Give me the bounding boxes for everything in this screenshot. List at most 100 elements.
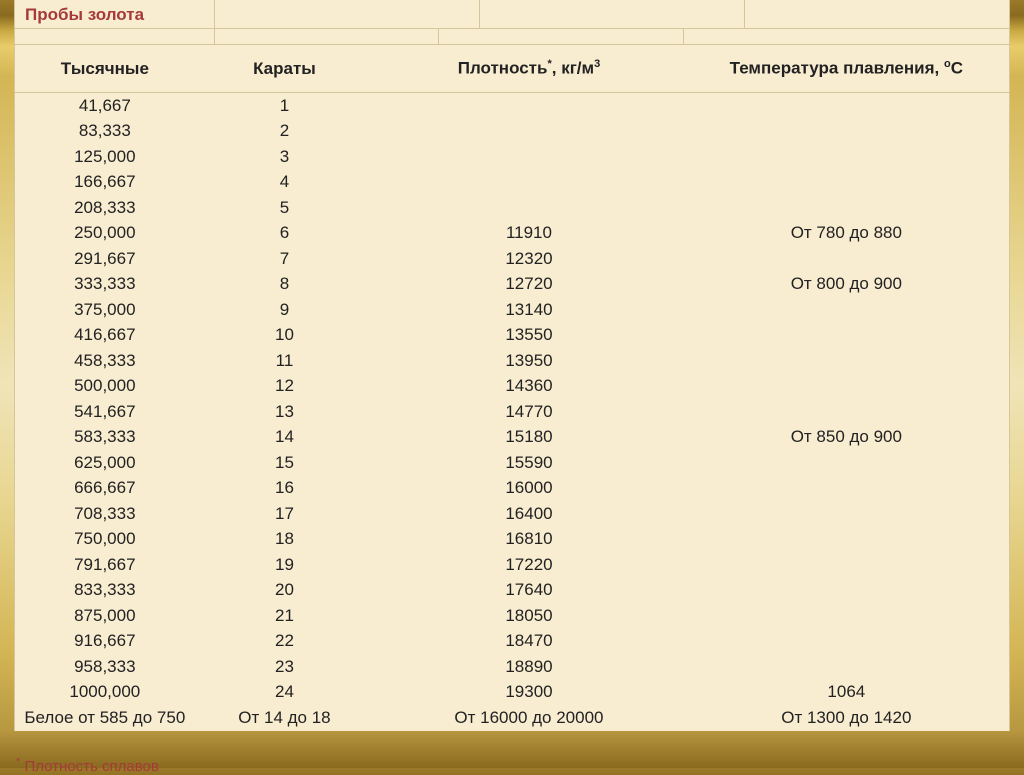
empty-cell <box>215 0 480 28</box>
cell-thousandths: 333,333 <box>15 273 195 295</box>
cell-melting: От 800 до 900 <box>684 273 1009 295</box>
col-header-density: Плотность*, кг/м3 <box>374 52 683 85</box>
cell-carats: 23 <box>195 656 375 678</box>
cell-density: 16810 <box>374 528 683 550</box>
table-row: 250,000611910От 780 до 880 <box>15 221 1009 247</box>
cell-density: 14360 <box>374 375 683 397</box>
cell-thousandths: 625,000 <box>15 452 195 474</box>
cell-melting <box>684 564 1009 566</box>
table-row: 208,3335 <box>15 195 1009 221</box>
table-row: 375,000913140 <box>15 297 1009 323</box>
table-row: 916,6672218470 <box>15 629 1009 655</box>
cell-density: 11910 <box>374 222 683 244</box>
cell-density: 13950 <box>374 350 683 372</box>
cell-melting <box>684 640 1009 642</box>
cell-carats: 7 <box>195 248 375 270</box>
cell-melting: От 1300 до 1420 <box>684 707 1009 729</box>
cell-melting <box>684 105 1009 107</box>
table-row: 666,6671616000 <box>15 476 1009 502</box>
cell-density: 15180 <box>374 426 683 448</box>
table-row: 333,333812720От 800 до 900 <box>15 272 1009 298</box>
cell-melting <box>684 462 1009 464</box>
cell-thousandths: 541,667 <box>15 401 195 423</box>
table-row: 416,6671013550 <box>15 323 1009 349</box>
table-row: 291,667712320 <box>15 246 1009 272</box>
cell-melting <box>684 666 1009 668</box>
cell-density: 18470 <box>374 630 683 652</box>
cell-carats: От 14 до 18 <box>195 707 375 729</box>
cell-carats: 21 <box>195 605 375 627</box>
footnote: * Плотность сплавов <box>16 756 159 775</box>
cell-thousandths: 500,000 <box>15 375 195 397</box>
table-row: Белое от 585 до 750От 14 до 18От 16000 д… <box>15 705 1009 731</box>
cell-density: 12720 <box>374 273 683 295</box>
cell-thousandths: 708,333 <box>15 503 195 525</box>
cell-carats: 12 <box>195 375 375 397</box>
cell-thousandths: 666,667 <box>15 477 195 499</box>
cell-carats: 5 <box>195 197 375 219</box>
cell-density: 19300 <box>374 681 683 703</box>
cell-thousandths: Белое от 585 до 750 <box>15 707 195 729</box>
table-row: 958,3332318890 <box>15 654 1009 680</box>
cell-thousandths: 416,667 <box>15 324 195 346</box>
empty-cell <box>480 0 745 28</box>
cell-melting <box>684 207 1009 209</box>
empty-cell <box>439 29 684 44</box>
cell-carats: 15 <box>195 452 375 474</box>
cell-carats: 14 <box>195 426 375 448</box>
cell-thousandths: 41,667 <box>15 95 195 117</box>
band-row <box>15 29 1009 45</box>
cell-thousandths: 875,000 <box>15 605 195 627</box>
table-row: 83,3332 <box>15 119 1009 145</box>
cell-density <box>374 207 683 209</box>
cell-thousandths: 166,667 <box>15 171 195 193</box>
cell-thousandths: 458,333 <box>15 350 195 372</box>
cell-density: 15590 <box>374 452 683 474</box>
cell-thousandths: 125,000 <box>15 146 195 168</box>
cell-thousandths: 750,000 <box>15 528 195 550</box>
table-row: 875,0002118050 <box>15 603 1009 629</box>
table-row: 791,6671917220 <box>15 552 1009 578</box>
cell-thousandths: 583,333 <box>15 426 195 448</box>
cell-density: 17640 <box>374 579 683 601</box>
table-row: 500,0001214360 <box>15 374 1009 400</box>
table-row: 166,6674 <box>15 170 1009 196</box>
cell-carats: 19 <box>195 554 375 576</box>
cell-thousandths: 958,333 <box>15 656 195 678</box>
cell-density: 14770 <box>374 401 683 423</box>
cell-carats: 20 <box>195 579 375 601</box>
header-row: Тысячные Караты Плотность*, кг/м3 Темпер… <box>15 45 1009 93</box>
cell-thousandths: 250,000 <box>15 222 195 244</box>
cell-melting <box>684 334 1009 336</box>
cell-carats: 13 <box>195 401 375 423</box>
cell-melting <box>684 309 1009 311</box>
cell-carats: 18 <box>195 528 375 550</box>
empty-cell <box>745 0 1009 28</box>
table-title: Пробы золота <box>15 0 215 28</box>
cell-carats: 17 <box>195 503 375 525</box>
cell-carats: 11 <box>195 350 375 372</box>
cell-melting <box>684 130 1009 132</box>
cell-thousandths: 916,667 <box>15 630 195 652</box>
cell-density <box>374 181 683 183</box>
gold-samples-table: Пробы золота Тысячные Караты Плотность*,… <box>14 0 1010 731</box>
cell-density: 18050 <box>374 605 683 627</box>
table-row: 458,3331113950 <box>15 348 1009 374</box>
table-row: 708,3331716400 <box>15 501 1009 527</box>
empty-cell <box>215 29 440 44</box>
table-row: 750,0001816810 <box>15 527 1009 553</box>
cell-carats: 4 <box>195 171 375 193</box>
cell-melting <box>684 360 1009 362</box>
cell-melting: От 850 до 900 <box>684 426 1009 448</box>
table-row: 125,0003 <box>15 144 1009 170</box>
col-header-thousandths: Тысячные <box>15 53 195 85</box>
cell-melting <box>684 513 1009 515</box>
table-row: 1000,00024193001064 <box>15 680 1009 706</box>
cell-density: 18890 <box>374 656 683 678</box>
cell-carats: 8 <box>195 273 375 295</box>
cell-density <box>374 130 683 132</box>
cell-melting <box>684 411 1009 413</box>
cell-melting <box>684 181 1009 183</box>
cell-carats: 1 <box>195 95 375 117</box>
cell-density: 16400 <box>374 503 683 525</box>
